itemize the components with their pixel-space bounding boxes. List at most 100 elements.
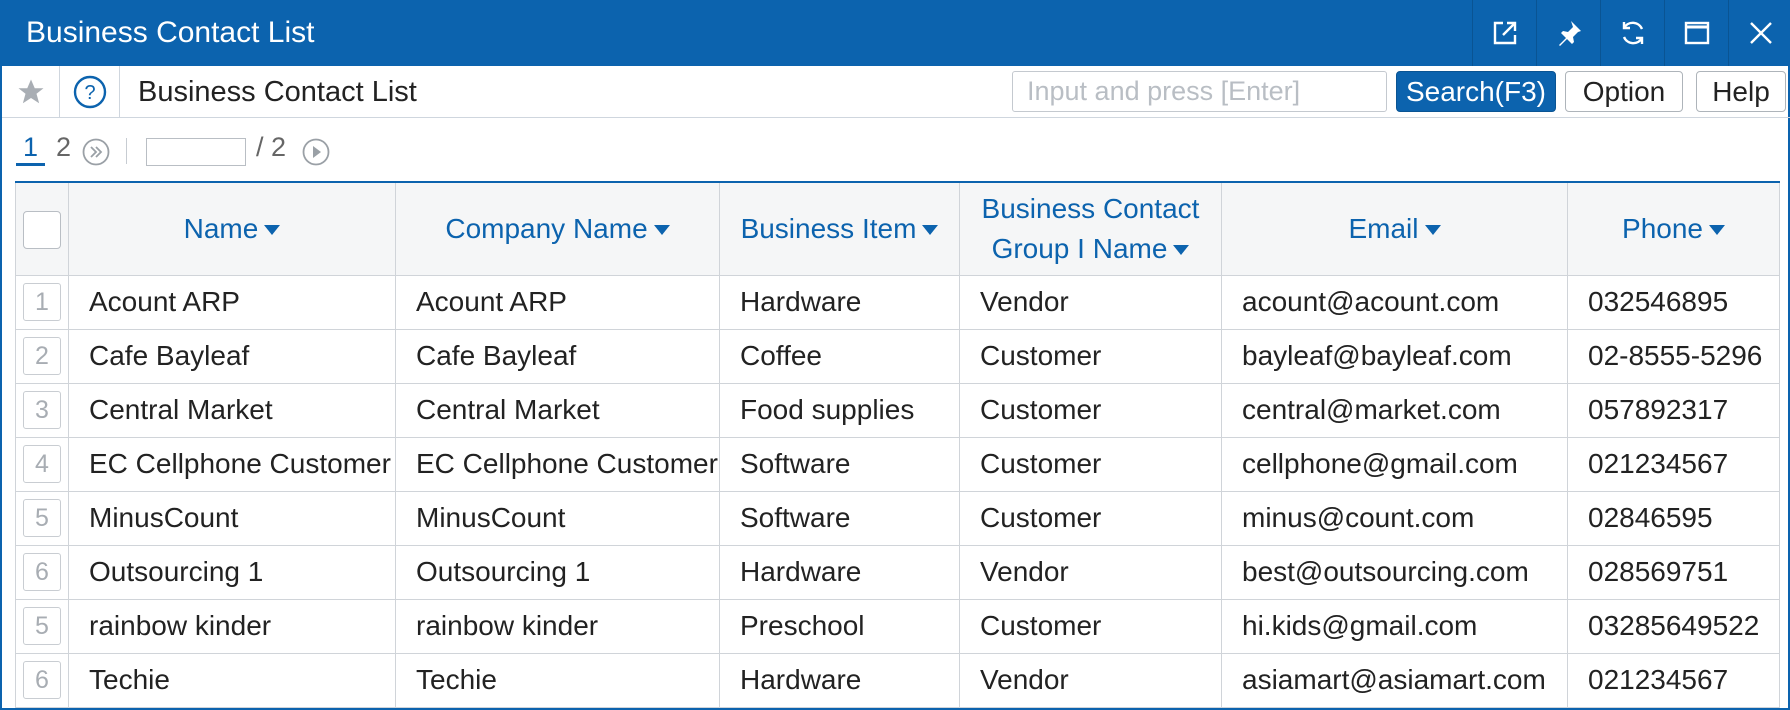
row-number[interactable]: 1 [23,283,61,321]
table-row[interactable]: 6 Outsourcing 1 Outsourcing 1 Hardware Vendo… [15,544,1780,600]
pagination: 1 2 / 2 [2,128,1790,172]
sort-caret-icon [264,225,281,236]
cell-company: Outsourcing 1 [395,544,720,600]
cell-company: Techie [395,652,720,708]
select-all-checkbox[interactable] [23,211,61,250]
table-row[interactable]: 6 Techie Techie Hardware Vendor asiamart@asia… [15,652,1780,708]
cell-company: Acount ARP [395,274,720,330]
cell-name[interactable]: Outsourcing 1 [68,544,396,600]
page-link-current[interactable]: 1 [16,132,46,166]
cell-name[interactable]: EC Cellphone Customer [68,436,396,492]
cell-group: Customer [959,598,1222,654]
pager-divider [126,138,127,164]
column-header-phone[interactable]: Phone [1567,181,1780,276]
row-number[interactable]: 4 [23,445,61,483]
cell-phone: 02-8555-5296 [1567,328,1780,384]
row-number[interactable]: 2 [23,337,61,375]
table-row[interactable]: 5 rainbow kinder rainbow kinder Preschool Cu… [15,598,1780,654]
cell-group: Customer [959,490,1222,546]
table-row[interactable]: 3 Central Market Central Market Food suppli… [15,382,1780,438]
page-link-next[interactable]: 2 [56,132,72,162]
page-title: Business Contact List [138,76,417,108]
cell-phone: 057892317 [1567,382,1780,438]
sort-caret-icon [922,225,939,236]
cell-name[interactable]: MinusCount [68,490,396,546]
cell-name[interactable]: rainbow kinder [68,598,396,654]
row-number-cell: 2 [15,328,69,384]
table-row[interactable]: 5 MinusCount MinusCount Software Customer min… [15,490,1780,546]
cell-email: acount@acount.com [1221,274,1568,330]
popout-button[interactable] [1472,0,1536,66]
refresh-button[interactable] [1600,0,1664,66]
cell-phone: 032546895 [1567,274,1780,330]
page-number-input[interactable] [146,138,246,166]
column-header-email[interactable]: Email [1221,181,1568,276]
option-button[interactable]: Option [1565,71,1683,112]
row-number[interactable]: 5 [23,607,61,645]
column-header-item[interactable]: Business Item [719,181,960,276]
table-header-row: Name Company Name Business Item Business… [15,181,1780,276]
sort-caret-icon [1173,245,1190,256]
cell-email: bayleaf@bayleaf.com [1221,328,1568,384]
refresh-icon [1622,21,1643,45]
svg-text:?: ? [84,82,95,104]
cell-group: Customer [959,382,1222,438]
help-button[interactable]: Help [1696,71,1786,112]
maximize-button[interactable] [1664,0,1728,66]
close-button[interactable] [1728,0,1790,66]
cell-company: Central Market [395,382,720,438]
cell-item: Software [719,490,960,546]
row-number[interactable]: 6 [23,661,61,699]
cell-item: Coffee [719,328,960,384]
double-chevron-right-icon[interactable] [82,138,110,166]
cell-item: Hardware [719,274,960,330]
cell-item: Hardware [719,544,960,600]
table-row[interactable]: 2 Cafe Bayleaf Cafe Bayleaf Coffee Customer b… [15,328,1780,384]
select-all-cell [15,181,69,276]
favorite-button[interactable] [2,66,60,118]
pin-button[interactable] [1536,0,1600,66]
cell-name[interactable]: Cafe Bayleaf [68,328,396,384]
play-next-icon[interactable] [302,138,330,166]
row-number-cell: 3 [15,382,69,438]
column-header-name[interactable]: Name [68,181,396,276]
cell-name[interactable]: Central Market [68,382,396,438]
cell-company: rainbow kinder [395,598,720,654]
cell-group: Vendor [959,544,1222,600]
row-number[interactable]: 6 [23,553,61,591]
row-number[interactable]: 3 [23,391,61,429]
cell-company: MinusCount [395,490,720,546]
cell-phone: 021234567 [1567,436,1780,492]
cell-email: best@outsourcing.com [1221,544,1568,600]
row-number-cell: 6 [15,544,69,600]
table-row[interactable]: 1 Acount ARP Acount ARP Hardware Vendor acoun… [15,274,1780,330]
column-header-group[interactable]: Business Contact Group I Name [959,181,1222,276]
table-row[interactable]: 4 EC Cellphone Customer EC Cellphone Custo… [15,436,1780,492]
maximize-icon [1684,21,1709,45]
cell-group: Customer [959,436,1222,492]
star-icon [18,79,43,104]
title-bar: Business Contact List [2,0,1790,66]
cell-name[interactable]: Acount ARP [68,274,396,330]
help-icon-button[interactable]: ? [60,66,120,118]
sort-caret-icon [653,225,670,236]
cell-email: central@market.com [1221,382,1568,438]
toolbar: ? Business Contact List Search(F3) Optio… [2,66,1790,118]
cell-phone: 021234567 [1567,652,1780,708]
search-input[interactable] [1012,71,1387,112]
window-title: Business Contact List [26,16,315,49]
popout-icon [1493,21,1516,45]
column-header-company[interactable]: Company Name [395,181,720,276]
cell-name[interactable]: Techie [68,652,396,708]
pin-icon [1558,21,1581,46]
cell-group: Vendor [959,652,1222,708]
row-number-cell: 5 [15,598,69,654]
cell-group: Customer [959,328,1222,384]
cell-group: Vendor [959,274,1222,330]
cell-company: EC Cellphone Customer [395,436,720,492]
cell-phone: 02846595 [1567,490,1780,546]
cell-item: Food supplies [719,382,960,438]
search-button[interactable]: Search(F3) [1396,71,1556,112]
row-number-cell: 5 [15,490,69,546]
row-number[interactable]: 5 [23,499,61,537]
